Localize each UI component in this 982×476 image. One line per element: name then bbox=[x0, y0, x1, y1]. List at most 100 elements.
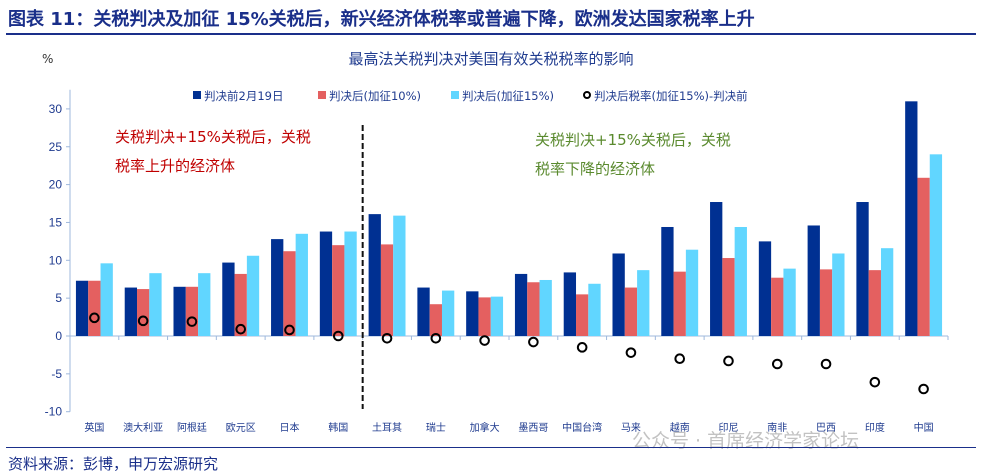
bar-3 bbox=[734, 226, 747, 336]
x-tick-label: 越南 bbox=[670, 421, 690, 434]
diff-point bbox=[89, 312, 100, 324]
diff-point bbox=[284, 324, 295, 336]
bar-2 bbox=[88, 280, 101, 336]
diff-point bbox=[918, 383, 929, 395]
legend-swatch bbox=[193, 91, 201, 99]
x-tick-label: 欧元区 bbox=[226, 422, 256, 434]
y-tick-label: 15 bbox=[49, 215, 63, 229]
annotation-text: 关税判决+15%关税后，关税 bbox=[115, 128, 311, 146]
y-tick-label: 5 bbox=[55, 291, 62, 305]
x-tick-label: 加拿大 bbox=[470, 421, 500, 434]
x-tick-label: 中国 bbox=[914, 421, 934, 434]
diff-point bbox=[771, 358, 783, 370]
bar-3 bbox=[100, 263, 113, 336]
bar-3 bbox=[588, 283, 601, 336]
y-tick-label: 20 bbox=[49, 178, 63, 192]
bar-2 bbox=[868, 270, 881, 336]
x-tick-label: 印尼 bbox=[719, 422, 739, 434]
diff-point bbox=[723, 355, 734, 367]
x-tick-label: 印度 bbox=[865, 421, 885, 434]
x-tick-label: 瑞士 bbox=[426, 421, 446, 434]
annotation-text: 税率下降的经济体 bbox=[535, 160, 655, 178]
source-note: 资料来源：彭博，申万宏源研究 bbox=[8, 455, 219, 473]
x-tick-label: 澳大利亚 bbox=[123, 421, 163, 434]
bar-1 bbox=[514, 273, 528, 336]
bar-2 bbox=[917, 177, 930, 336]
bar-2 bbox=[283, 251, 296, 336]
bar-1 bbox=[710, 202, 723, 336]
bar-1 bbox=[612, 253, 625, 336]
bar-3 bbox=[441, 290, 455, 336]
bar-3 bbox=[685, 249, 699, 336]
diff-point bbox=[576, 342, 588, 353]
diff-point bbox=[625, 347, 637, 358]
x-tick-label: 土耳其 bbox=[372, 421, 402, 434]
x-tick-label: 南非 bbox=[767, 421, 787, 434]
legend-marker bbox=[583, 91, 591, 99]
diff-point bbox=[137, 315, 149, 327]
diff-point bbox=[528, 336, 539, 348]
bar-1 bbox=[222, 262, 235, 336]
bar-1 bbox=[758, 241, 772, 336]
y-tick-label: 0 bbox=[55, 329, 62, 343]
diff-point bbox=[479, 335, 490, 346]
bar-3 bbox=[783, 268, 796, 336]
legend-swatch bbox=[451, 91, 459, 99]
bar-1 bbox=[368, 214, 381, 336]
bar-2 bbox=[819, 269, 833, 336]
bar-1 bbox=[124, 287, 138, 336]
bar-2 bbox=[429, 304, 442, 336]
bar-3 bbox=[246, 255, 260, 336]
x-tick-label: 韩国 bbox=[328, 421, 348, 434]
x-tick-label: 英国 bbox=[84, 421, 104, 434]
x-tick-label: 墨西哥 bbox=[518, 422, 548, 434]
bar-3 bbox=[539, 279, 552, 336]
y-axis-unit: % bbox=[42, 52, 54, 66]
diff-point bbox=[186, 316, 198, 327]
diff-point bbox=[235, 323, 247, 335]
bar-3 bbox=[637, 270, 650, 336]
legend-label: 判决后(加征10%) bbox=[329, 89, 421, 103]
bar-2 bbox=[624, 287, 638, 336]
bar-1 bbox=[807, 225, 820, 336]
legend-label: 判决后税率(加征15%)-判决前 bbox=[594, 89, 748, 103]
bar-2 bbox=[137, 289, 150, 336]
bar-3 bbox=[393, 215, 406, 336]
bar-2 bbox=[527, 282, 540, 336]
bar-3 bbox=[198, 273, 211, 336]
bar-2 bbox=[478, 297, 491, 336]
bar-2 bbox=[185, 286, 199, 336]
diff-point bbox=[381, 332, 393, 344]
bar-2 bbox=[673, 271, 686, 336]
bar-1 bbox=[173, 286, 186, 336]
x-tick-label: 中国台湾 bbox=[562, 421, 602, 434]
bar-3 bbox=[344, 231, 357, 336]
bar-1 bbox=[466, 291, 479, 336]
bar-1 bbox=[417, 287, 430, 336]
diff-point bbox=[332, 330, 344, 342]
legend-label: 判决前2月19日 bbox=[204, 89, 283, 103]
diff-point bbox=[430, 332, 442, 344]
diff-point bbox=[820, 358, 832, 370]
bar-3 bbox=[149, 273, 162, 336]
bar-2 bbox=[380, 244, 394, 336]
bar-3 bbox=[880, 248, 894, 336]
bar-3 bbox=[490, 296, 504, 336]
bar-3 bbox=[295, 233, 308, 336]
x-tick-label: 阿根廷 bbox=[177, 421, 207, 434]
legend-swatch bbox=[318, 91, 326, 99]
diff-point bbox=[674, 353, 686, 365]
bar-2 bbox=[576, 294, 589, 336]
bar-1 bbox=[75, 280, 89, 336]
bar-1 bbox=[905, 101, 918, 336]
bar-3 bbox=[832, 253, 845, 336]
x-tick-label: 巴西 bbox=[816, 422, 836, 434]
y-tick-label: -5 bbox=[51, 367, 62, 381]
bar-1 bbox=[856, 202, 869, 336]
annotation-text: 税率上升的经济体 bbox=[115, 157, 235, 175]
bar-3 bbox=[929, 154, 943, 336]
legend-label: 判决后(加征15%) bbox=[462, 89, 554, 103]
figure-title: 图表 11：关税判决及加征 15%关税后，新兴经济体税率或普遍下降，欧洲发达国家… bbox=[8, 9, 755, 30]
x-tick-label: 日本 bbox=[280, 421, 300, 434]
